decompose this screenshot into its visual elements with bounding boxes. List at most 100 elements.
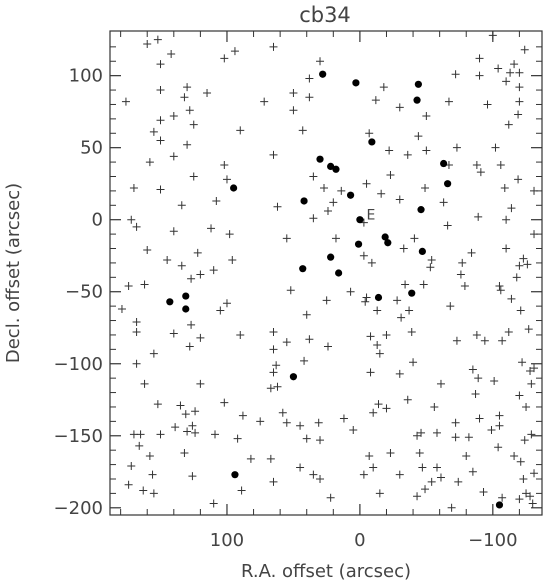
plus-point [496, 160, 505, 169]
plus-point [148, 470, 157, 479]
plus-point [203, 88, 212, 97]
plus-point [397, 313, 406, 322]
plus-point [216, 306, 225, 315]
y-tick-label: −50 [65, 282, 103, 303]
plus-point [419, 280, 428, 289]
plus-point [266, 454, 275, 463]
plus-point [369, 463, 378, 472]
plus-point [507, 204, 516, 213]
x-axis-label: R.A. offset (arcsec) [241, 561, 411, 582]
plus-point [302, 310, 311, 319]
plus-point [145, 451, 154, 460]
plus-point [436, 473, 445, 482]
plus-point [156, 185, 165, 194]
plus-point [269, 477, 278, 486]
plus-point [220, 54, 229, 63]
dot-point [319, 70, 327, 78]
plus-point [410, 234, 419, 243]
plus-point [480, 336, 489, 345]
plus-point [426, 263, 435, 272]
plus-point [472, 330, 481, 339]
plus-point [488, 31, 497, 40]
plus-point [153, 400, 162, 409]
plus-point [515, 97, 524, 106]
plus-point [278, 408, 287, 417]
plus-point [209, 266, 218, 275]
plus-point [359, 251, 368, 260]
plus-point [176, 401, 185, 410]
dot-point [374, 293, 383, 302]
plus-point [379, 83, 388, 92]
plus-point [135, 441, 144, 450]
plus-point [487, 426, 496, 435]
dot-point [444, 180, 452, 188]
plus-point [145, 158, 154, 167]
dot-point [368, 138, 376, 146]
plus-point [375, 349, 384, 358]
plus-point [228, 256, 237, 265]
plus-point [518, 358, 527, 367]
plus-point [339, 414, 348, 423]
x-tick-label: −100 [468, 530, 517, 551]
plus-point [309, 214, 318, 223]
dot-point [352, 79, 360, 87]
plus-point [169, 227, 178, 236]
plus-point [515, 68, 524, 77]
plus-series [117, 31, 539, 512]
plus-point [515, 261, 524, 270]
dot-point [300, 197, 308, 205]
plus-point [530, 230, 539, 239]
plus-point [222, 299, 231, 308]
plus-point [316, 474, 325, 483]
plus-point [386, 449, 395, 458]
plus-point [246, 454, 255, 463]
dot-point [332, 165, 340, 173]
plus-point [454, 477, 463, 486]
plus-point [282, 338, 291, 347]
plus-point [286, 286, 295, 295]
plus-point [403, 150, 412, 159]
plus-point [382, 404, 391, 413]
plus-point [413, 492, 422, 501]
plus-point [127, 215, 136, 224]
plus-point [439, 198, 448, 207]
y-tick-label: −150 [54, 426, 103, 447]
plus-point [156, 136, 165, 145]
plus-point [422, 146, 431, 155]
plus-point [468, 365, 477, 374]
plus-point [233, 434, 242, 443]
plus-point [471, 390, 480, 398]
plus-point [436, 379, 445, 388]
plus-point [326, 493, 335, 502]
plus-point [447, 503, 456, 512]
plus-point [156, 86, 165, 95]
plus-point [515, 495, 524, 504]
plus-point [432, 428, 441, 437]
plus-point [464, 433, 473, 442]
plus-point [421, 184, 430, 193]
plus-point [337, 186, 346, 195]
plus-point [512, 273, 521, 282]
plus-point [220, 160, 229, 169]
plus-point [495, 421, 504, 430]
plus-point [220, 398, 229, 407]
plus-point [302, 434, 311, 443]
plus-point [149, 489, 158, 498]
plus-point [191, 407, 200, 416]
plus-point [502, 244, 511, 253]
plus-point [530, 469, 539, 478]
plus-point [211, 430, 220, 439]
plus-point [132, 317, 141, 326]
plus-point [169, 329, 178, 338]
y-tick-label: 0 [92, 210, 103, 231]
plus-point [269, 368, 278, 377]
plus-point [139, 486, 148, 495]
plus-point [117, 305, 126, 314]
plus-point [523, 260, 532, 269]
plus-point [366, 368, 375, 377]
plus-point [149, 127, 158, 136]
plus-point [371, 96, 380, 105]
plus-point [132, 222, 141, 231]
dot-point [413, 96, 421, 104]
